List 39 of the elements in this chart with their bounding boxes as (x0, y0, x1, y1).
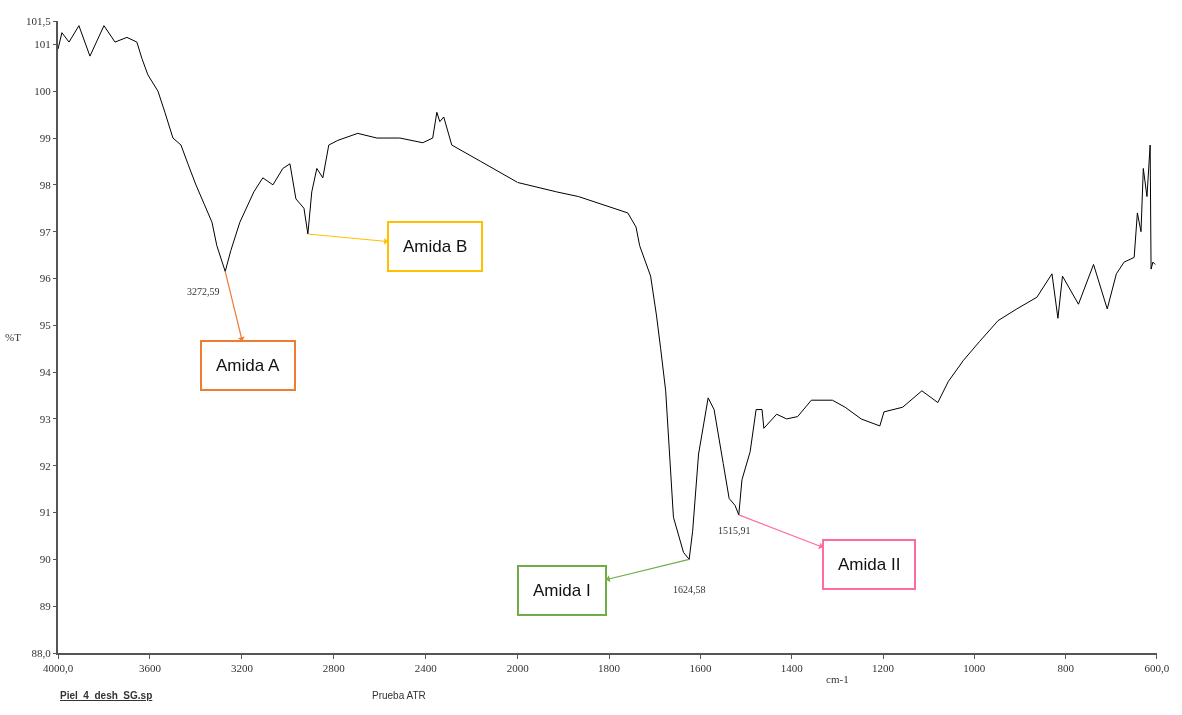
y-tick-label: 99 (39, 131, 52, 144)
x-tick-label: 1200 (872, 662, 895, 675)
x-axis-title: cm-1 (826, 672, 849, 685)
x-tick-label: 4000,0 (42, 662, 74, 675)
y-tick-label: 95 (39, 319, 52, 332)
x-tick-label: 2000 (506, 662, 530, 675)
y-tick-label: 101 (34, 38, 51, 51)
y-tick-label: 88,0 (31, 646, 52, 659)
y-tick-label: 96 (39, 272, 52, 285)
annotation: Amida A (216, 356, 280, 375)
y-axis-title: %T (5, 331, 22, 343)
annotation: Amida II (838, 555, 901, 574)
x-tick-label: 2400 (414, 662, 438, 675)
y-tick-label: 97 (39, 225, 52, 238)
x-tick-label: 2800 (322, 662, 346, 675)
text: Prueba ATR (372, 690, 426, 701)
y-tick-label: 92 (39, 459, 51, 472)
text: Piel_4_desh_SG.sp (60, 690, 153, 701)
y-tick-label: 100 (34, 85, 52, 98)
y-tick-label: 93 (39, 412, 52, 425)
x-tick-label: 600,0 (1144, 662, 1170, 675)
x-tick-label: 800 (1057, 662, 1075, 675)
y-tick-label: 89 (39, 600, 52, 613)
annotation: 1624,58 (673, 584, 706, 595)
annotation: 3272,59 (187, 286, 220, 297)
x-tick-label: 1400 (780, 662, 804, 675)
x-tick-label: 3600 (138, 662, 162, 675)
annotation: Amida I (533, 581, 591, 600)
y-tick-label: 90 (39, 553, 52, 566)
y-tick-label: 91 (39, 506, 51, 519)
x-tick-label: 1600 (689, 662, 712, 675)
y-tick-label: 98 (39, 178, 52, 191)
x-tick-label: 3200 (230, 662, 254, 675)
annotation: Amida B (403, 237, 468, 256)
x-tick-label: 1800 (598, 662, 621, 675)
y-tick-label: 101,5 (26, 14, 52, 27)
x-tick-label: 1000 (963, 662, 986, 675)
y-tick-label: 94 (39, 365, 52, 378)
annotation: 1515,91 (718, 525, 751, 536)
